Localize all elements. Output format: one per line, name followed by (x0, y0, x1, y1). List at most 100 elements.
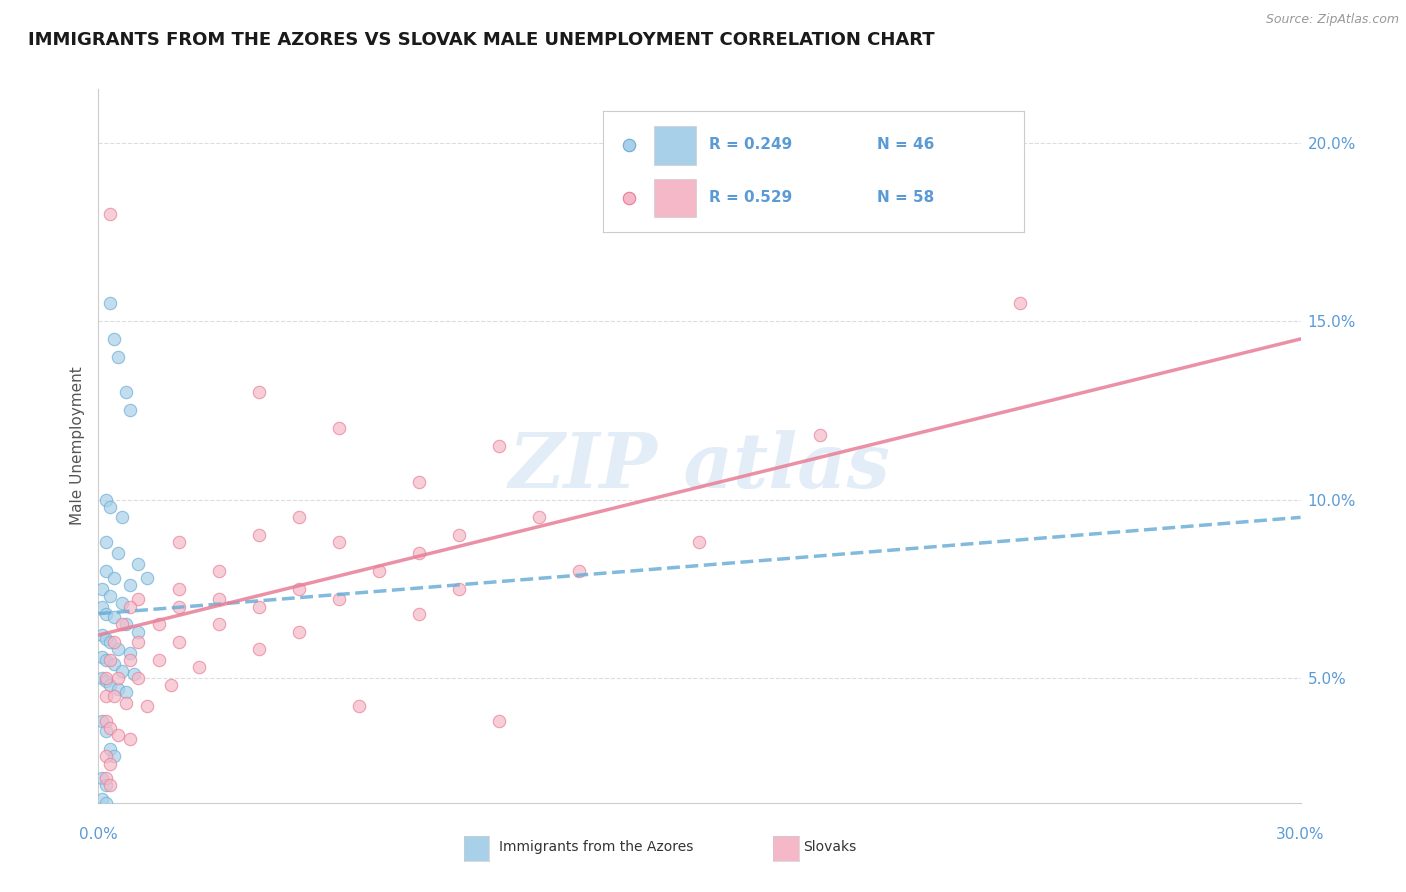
Point (91, 628, 114, 642)
Point (96, 632, 118, 646)
Point (688, 535, 710, 549)
Point (328, 535, 350, 549)
Point (347, 699, 370, 714)
Point (96, 607, 118, 621)
Point (96, 771, 118, 785)
Point (128, 624, 150, 639)
Point (115, 696, 138, 710)
Point (167, 599, 190, 614)
Point (187, 660, 209, 674)
Point (120, 578, 142, 592)
Point (111, 664, 134, 678)
Point (107, 671, 129, 685)
Point (288, 582, 311, 596)
Point (96, 674, 118, 689)
Point (100, 678, 122, 692)
Point (96, 671, 118, 685)
Point (103, 332, 125, 346)
Y-axis label: Male Unemployment: Male Unemployment (69, 367, 84, 525)
Point (107, 350, 129, 364)
Point (107, 642, 129, 657)
Point (115, 617, 138, 632)
Point (100, 653, 122, 667)
Point (408, 475, 430, 489)
Point (96, 689, 118, 703)
Point (96, 796, 118, 810)
Point (96, 778, 118, 792)
Point (103, 749, 125, 764)
Text: 30.0%: 30.0% (1277, 827, 1324, 841)
Text: 0.0%: 0.0% (79, 827, 118, 841)
Point (100, 742, 122, 756)
Point (208, 564, 231, 578)
Text: Source: ZipAtlas.com: Source: ZipAtlas.com (1265, 13, 1399, 27)
Point (100, 635, 122, 649)
Point (167, 635, 190, 649)
Point (288, 510, 311, 524)
Point (107, 681, 129, 696)
Point (100, 296, 122, 310)
Point (96, 724, 118, 739)
Point (100, 207, 122, 221)
Point (115, 685, 138, 699)
Point (247, 599, 270, 614)
Point (96, 749, 118, 764)
Point (115, 385, 138, 400)
Point (111, 596, 134, 610)
Point (488, 714, 510, 728)
Text: ZIP atlas: ZIP atlas (509, 431, 890, 504)
Point (167, 535, 190, 549)
Point (124, 667, 146, 681)
Point (96, 653, 118, 667)
Point (328, 592, 350, 607)
Point (107, 546, 129, 560)
Text: Slovaks: Slovaks (803, 840, 856, 855)
Point (96, 714, 118, 728)
Point (91, 649, 114, 664)
Point (247, 642, 270, 657)
Point (100, 500, 122, 514)
Point (103, 657, 125, 671)
Point (96, 564, 118, 578)
Point (91, 582, 114, 596)
Point (91, 792, 114, 806)
Point (208, 592, 231, 607)
Point (159, 678, 181, 692)
Point (208, 617, 231, 632)
Point (120, 403, 142, 417)
Point (128, 671, 150, 685)
Point (568, 564, 591, 578)
Point (120, 653, 142, 667)
Point (103, 610, 125, 624)
Point (100, 778, 122, 792)
Point (91, 714, 114, 728)
Point (91, 671, 114, 685)
Point (808, 428, 831, 442)
Point (167, 582, 190, 596)
Point (96, 535, 118, 549)
Point (128, 557, 150, 571)
Point (529, 510, 551, 524)
Point (111, 617, 134, 632)
Point (148, 617, 170, 632)
Point (91, 599, 114, 614)
Point (111, 510, 134, 524)
Point (247, 528, 270, 542)
Point (103, 689, 125, 703)
Point (135, 699, 157, 714)
Point (120, 731, 142, 746)
Point (1010, 296, 1032, 310)
Point (128, 635, 150, 649)
Point (100, 589, 122, 603)
Point (91, 771, 114, 785)
Point (247, 385, 270, 400)
Point (96, 492, 118, 507)
Point (368, 564, 391, 578)
Point (100, 721, 122, 735)
Point (120, 646, 142, 660)
Point (288, 624, 311, 639)
Point (128, 592, 150, 607)
Point (100, 756, 122, 771)
Point (408, 607, 430, 621)
Point (103, 571, 125, 585)
